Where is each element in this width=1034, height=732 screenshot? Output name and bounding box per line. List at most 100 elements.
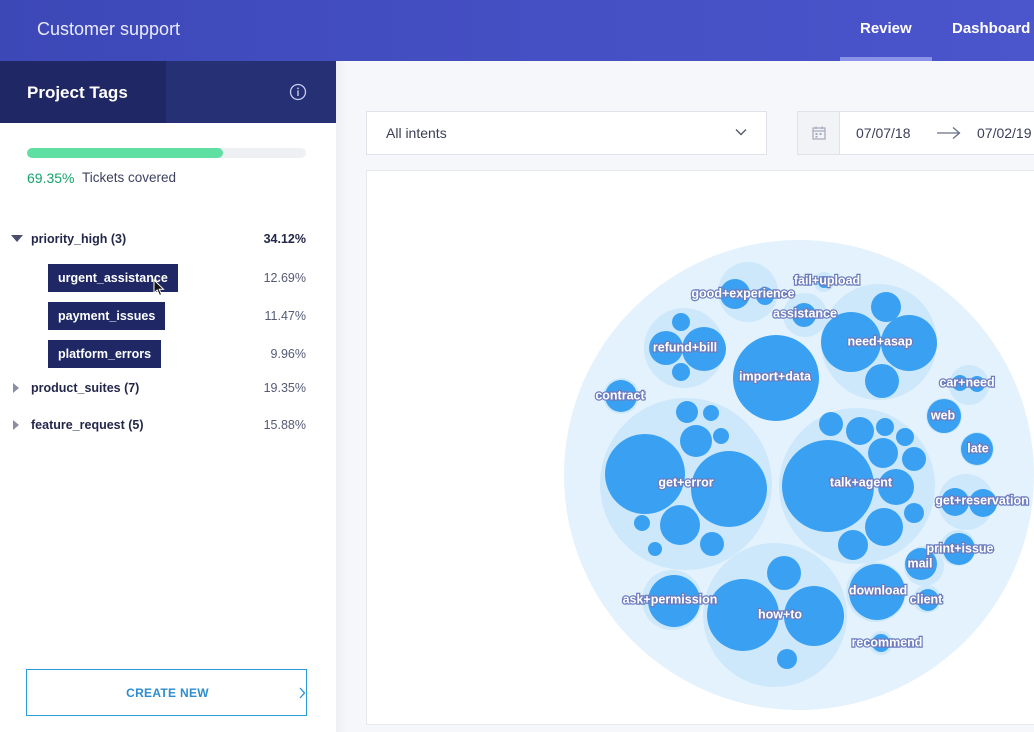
tag-chip[interactable]: platform_errors bbox=[48, 340, 162, 368]
top-bar: Customer support Review Dashboard bbox=[0, 0, 1034, 61]
intent-bubble[interactable] bbox=[700, 532, 724, 556]
intent-bubble[interactable] bbox=[838, 530, 868, 560]
intent-bubble[interactable] bbox=[767, 556, 801, 590]
intent-bubble[interactable] bbox=[777, 649, 797, 669]
coverage-progress-bar bbox=[27, 148, 306, 158]
intent-bubble[interactable] bbox=[868, 438, 898, 468]
intent-bubble[interactable] bbox=[905, 548, 937, 580]
intent-bubble[interactable] bbox=[680, 425, 712, 457]
date-to-field[interactable]: 07/02/19 bbox=[977, 125, 1032, 141]
intent-bubble[interactable] bbox=[756, 287, 774, 305]
bubble-label: car+need bbox=[939, 375, 994, 389]
bubble-label: assistance bbox=[773, 306, 837, 320]
project-tags-title: Project Tags bbox=[27, 83, 128, 102]
intent-bubble[interactable] bbox=[881, 315, 937, 371]
intent-bubble[interactable] bbox=[782, 440, 874, 532]
info-icon[interactable] bbox=[289, 83, 307, 101]
intent-bubble[interactable] bbox=[691, 451, 767, 527]
intent-bubble[interactable] bbox=[676, 401, 698, 423]
collapsed-caret-icon bbox=[13, 383, 19, 393]
intent-bubble[interactable] bbox=[784, 586, 844, 646]
coverage-percent: 69.35% bbox=[27, 170, 75, 186]
bubble-label: late bbox=[967, 441, 989, 455]
intent-bubble[interactable] bbox=[818, 276, 830, 288]
bubble-label: web bbox=[930, 408, 956, 422]
tag-group-priority-high[interactable]: priority_high (3) 34.12% bbox=[0, 229, 336, 253]
intent-bubble[interactable] bbox=[876, 418, 894, 436]
intents-select[interactable]: All intents bbox=[366, 111, 767, 155]
intent-bubble[interactable] bbox=[952, 375, 968, 391]
bubble-label: ask+permission bbox=[623, 592, 718, 606]
intent-bubble[interactable] bbox=[969, 376, 985, 392]
bubble-label: client bbox=[910, 592, 943, 606]
intent-bubble[interactable] bbox=[672, 313, 690, 331]
intent-bubble[interactable] bbox=[703, 405, 719, 421]
tag-group-name: feature_request (5) bbox=[31, 418, 144, 432]
intent-bubble[interactable] bbox=[605, 380, 637, 412]
intent-bubble[interactable] bbox=[904, 503, 924, 523]
bubble-label: good+experience bbox=[691, 286, 794, 300]
intent-bubble[interactable] bbox=[896, 428, 914, 446]
intent-bubble[interactable] bbox=[917, 589, 939, 611]
intent-bubble[interactable] bbox=[872, 634, 890, 652]
intent-bubble[interactable] bbox=[672, 363, 690, 381]
intent-bubble[interactable] bbox=[902, 447, 926, 471]
arrow-right-icon bbox=[937, 127, 961, 139]
chart-panel-bottom-border bbox=[366, 724, 1034, 725]
tag-row-platform-errors: platform_errors 9.96% bbox=[0, 340, 336, 368]
tag-group-product-suites[interactable]: product_suites (7) 19.35% bbox=[0, 378, 336, 402]
intent-bubble[interactable] bbox=[648, 575, 700, 627]
intent-bubble[interactable] bbox=[707, 579, 779, 651]
intent-bubble[interactable] bbox=[969, 489, 997, 517]
collapsed-caret-icon bbox=[13, 420, 19, 430]
intent-bubble[interactable] bbox=[941, 488, 969, 516]
chevron-down-icon bbox=[735, 129, 747, 136]
create-new-label: CREATE NEW bbox=[126, 686, 209, 700]
intent-bubble[interactable] bbox=[649, 331, 683, 365]
intent-bubble[interactable] bbox=[871, 292, 901, 322]
tag-group-feature-request[interactable]: feature_request (5) 15.88% bbox=[0, 415, 336, 439]
intent-bubble[interactable] bbox=[713, 428, 729, 444]
intent-bubble[interactable] bbox=[927, 399, 961, 433]
intent-bubble[interactable] bbox=[720, 279, 750, 309]
calendar-button[interactable] bbox=[798, 112, 840, 154]
coverage-label: Tickets covered bbox=[82, 170, 177, 185]
intent-bubble[interactable] bbox=[943, 533, 975, 565]
tag-group-percent: 15.88% bbox=[263, 418, 306, 432]
bubble-label: recommend bbox=[852, 635, 923, 649]
tag-group-percent: 19.35% bbox=[263, 381, 306, 395]
bubble-label: contract bbox=[595, 388, 645, 402]
intent-bubble[interactable] bbox=[792, 303, 816, 327]
intent-bubble[interactable] bbox=[634, 515, 650, 531]
intent-bubble[interactable] bbox=[682, 327, 726, 371]
mouse-cursor-icon bbox=[153, 279, 165, 297]
intent-bubble[interactable] bbox=[733, 335, 819, 421]
tag-group-percent: 34.12% bbox=[263, 232, 306, 246]
intent-bubble[interactable] bbox=[819, 412, 843, 436]
bubble-label: print+issue bbox=[926, 541, 993, 555]
active-tab-indicator bbox=[840, 57, 932, 61]
intents-select-value: All intents bbox=[386, 125, 447, 141]
date-from-field[interactable]: 07/07/18 bbox=[856, 125, 911, 141]
intent-bubble[interactable] bbox=[865, 364, 899, 398]
intent-bubble[interactable] bbox=[878, 469, 914, 505]
intent-bubble[interactable] bbox=[605, 434, 685, 514]
tag-group-name: priority_high (3) bbox=[31, 232, 127, 246]
app-title: Customer support bbox=[37, 19, 181, 39]
intent-bubble[interactable] bbox=[865, 508, 903, 546]
tag-chip[interactable]: payment_issues bbox=[48, 302, 166, 330]
tab-review[interactable]: Review bbox=[860, 20, 912, 37]
intent-bubble[interactable] bbox=[821, 312, 881, 372]
intent-bubble[interactable] bbox=[849, 564, 905, 620]
intent-bubble[interactable] bbox=[648, 542, 662, 556]
bubble-label: get+error bbox=[658, 475, 713, 489]
tab-dashboard[interactable]: Dashboard bbox=[952, 20, 1031, 37]
intent-bubble[interactable] bbox=[846, 417, 874, 445]
intent-bubble[interactable] bbox=[961, 433, 993, 465]
bubble-label: how+to bbox=[758, 607, 802, 621]
create-new-button[interactable]: CREATE NEW bbox=[26, 669, 307, 716]
intent-bubble[interactable] bbox=[660, 505, 700, 545]
tag-row-payment-issues: payment_issues 11.47% bbox=[0, 302, 336, 330]
bubble-label: talk+agent bbox=[830, 475, 893, 489]
